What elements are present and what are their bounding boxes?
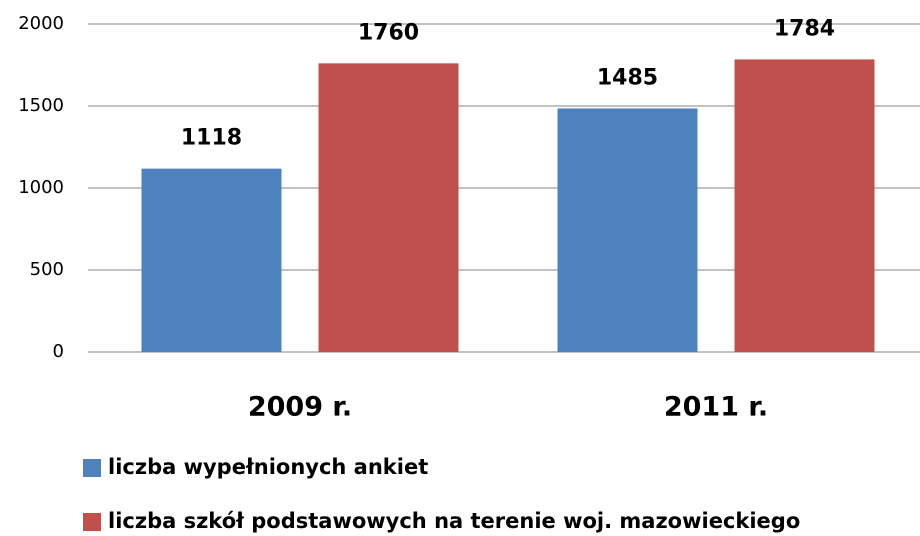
data-label: 1485: [597, 65, 658, 90]
x-tick-label: 2011 r.: [664, 392, 768, 423]
bar: [557, 108, 698, 353]
data-label: 1118: [181, 126, 242, 151]
legend-label: liczba szkół podstawowych na terenie woj…: [108, 509, 800, 533]
bar: [141, 168, 282, 352]
y-tick-label: 500: [30, 259, 64, 280]
data-label: 1760: [358, 20, 419, 45]
x-tick-label: 2009 r.: [248, 392, 352, 423]
y-tick-label: 1000: [18, 177, 64, 198]
data-label: 1784: [774, 16, 835, 41]
legend-label: liczba wypełnionych ankiet: [108, 455, 428, 479]
y-tick-label: 0: [53, 341, 64, 362]
bar: [734, 59, 875, 352]
y-tick-label: 1500: [18, 95, 64, 116]
legend-swatch: [83, 459, 101, 477]
y-tick-label: 2000: [18, 13, 64, 34]
bar: [318, 63, 459, 353]
legend-swatch: [83, 513, 101, 531]
